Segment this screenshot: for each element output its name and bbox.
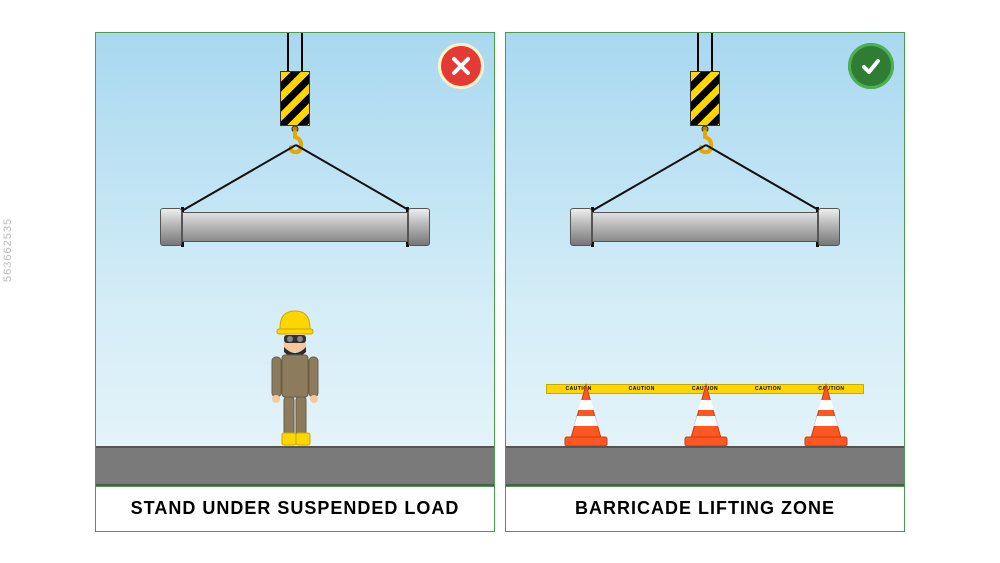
ground (96, 446, 494, 486)
pipe-flange-left (160, 208, 182, 246)
panel-right: CAUTION CAUTION CAUTION CAUTION CAUTION (505, 32, 905, 532)
check-badge (848, 43, 894, 89)
watermark-text: 563662535 (2, 217, 14, 281)
pipe-flange-right (818, 208, 840, 246)
pipe-flange-right (408, 208, 430, 246)
pipe-body (592, 212, 818, 242)
pipe-body (182, 212, 408, 242)
crane-hook-block (690, 71, 720, 126)
crane-ropes (285, 33, 305, 73)
cross-icon (449, 54, 473, 78)
check-icon (859, 54, 883, 78)
scene-wrong (96, 33, 494, 486)
scene-right: CAUTION CAUTION CAUTION CAUTION CAUTION (506, 33, 904, 486)
traffic-cone (561, 383, 611, 448)
suspended-pipe (160, 208, 430, 246)
traffic-cone (801, 383, 851, 448)
worker-figure (260, 303, 330, 448)
crane-hook-block (280, 71, 310, 126)
caption-wrong: STAND UNDER SUSPENDED LOAD (96, 486, 494, 531)
tape-text: CAUTION (629, 386, 655, 392)
tape-text: CAUTION (755, 386, 781, 392)
sling-ropes (585, 145, 825, 213)
sling-ropes (175, 145, 415, 213)
crane-ropes (695, 33, 715, 73)
ground (506, 446, 904, 486)
pipe-flange-left (570, 208, 592, 246)
suspended-pipe (570, 208, 840, 246)
caption-right: BARRICADE LIFTING ZONE (506, 486, 904, 531)
traffic-cone (681, 383, 731, 448)
cross-badge (438, 43, 484, 89)
panel-wrong: STAND UNDER SUSPENDED LOAD (95, 32, 495, 532)
